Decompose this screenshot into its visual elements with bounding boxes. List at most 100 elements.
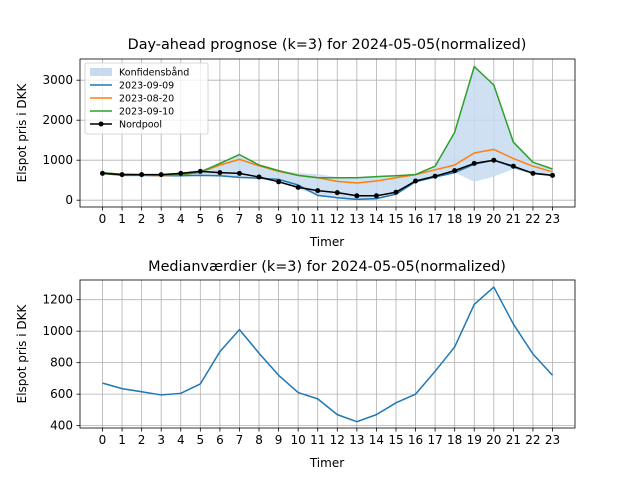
median-series-median bbox=[102, 286, 554, 423]
forecast-xtick-label: 10 bbox=[291, 212, 306, 226]
forecast-ytick-label: 3000 bbox=[42, 73, 73, 87]
forecast-xtick-label: 8 bbox=[255, 212, 263, 226]
forecast-xtick-label: 21 bbox=[506, 212, 521, 226]
median-xtick-label: 1 bbox=[118, 433, 126, 447]
median-xtick-label: 3 bbox=[157, 433, 165, 447]
median-xtick-label: 7 bbox=[236, 433, 244, 447]
forecast-xtick-label: 22 bbox=[525, 212, 540, 226]
median-ytick-label: 400 bbox=[50, 419, 73, 433]
forecast-chart-title: Day-ahead prognose (k=3) for 2024-05-05(… bbox=[128, 37, 527, 53]
forecast-point-nordpool bbox=[354, 193, 360, 199]
forecast-point-nordpool bbox=[491, 157, 497, 163]
forecast-series-nordpool bbox=[102, 159, 553, 197]
forecast-point-nordpool bbox=[530, 170, 536, 176]
median-chart-xlabel: Timer bbox=[309, 456, 344, 470]
median-xtick-label: 21 bbox=[506, 433, 521, 447]
legend-label: 2023-08-20 bbox=[119, 94, 174, 105]
forecast-point-nordpool bbox=[393, 189, 399, 195]
legend-box bbox=[84, 62, 209, 135]
forecast-point-nordpool bbox=[119, 172, 125, 178]
forecast-xtick-label: 6 bbox=[216, 212, 224, 226]
forecast-point-nordpool bbox=[100, 170, 105, 176]
forecast-chart: Day-ahead prognose (k=3) for 2024-05-05(… bbox=[15, 37, 576, 249]
forecast-point-nordpool bbox=[471, 160, 477, 166]
median-xtick-label: 16 bbox=[408, 433, 423, 447]
median-xtick-label: 17 bbox=[427, 433, 442, 447]
forecast-xtick-label: 7 bbox=[236, 212, 244, 226]
forecast-point-nordpool bbox=[452, 168, 458, 174]
legend-swatch-marker bbox=[98, 121, 104, 127]
forecast-point-nordpool bbox=[295, 184, 301, 190]
median-plot-frame bbox=[79, 279, 576, 429]
forecast-xtick-label: 23 bbox=[545, 212, 560, 226]
median-xtick-label: 18 bbox=[447, 433, 462, 447]
forecast-point-nordpool bbox=[217, 170, 223, 176]
median-xtick-label: 8 bbox=[255, 433, 263, 447]
forecast-xtick-label: 19 bbox=[467, 212, 482, 226]
forecast-legend: Konfidensbånd 2023-09-09 2023-08-20 2023-09… bbox=[84, 62, 209, 135]
forecast-xtick-label: 9 bbox=[275, 212, 283, 226]
forecast-ytick-label: 1000 bbox=[42, 153, 73, 167]
forecast-xtick-label: 11 bbox=[310, 212, 325, 226]
forecast-point-nordpool bbox=[158, 172, 164, 178]
forecast-ytick-label: 0 bbox=[65, 193, 73, 207]
forecast-point-nordpool bbox=[432, 173, 438, 179]
forecast-xtick-label: 20 bbox=[486, 212, 501, 226]
forecast-point-nordpool bbox=[197, 168, 203, 174]
legend-label: 2023-09-09 bbox=[119, 81, 174, 92]
forecast-point-nordpool bbox=[315, 188, 321, 194]
median-xtick-label: 14 bbox=[369, 433, 384, 447]
forecast-xtick-label: 4 bbox=[177, 212, 185, 226]
forecast-xtick-label: 12 bbox=[330, 212, 345, 226]
median-xtick-label: 2 bbox=[138, 433, 146, 447]
forecast-series-2023-09-10 bbox=[102, 65, 553, 179]
median-xtick-label: 15 bbox=[388, 433, 403, 447]
forecast-point-nordpool bbox=[236, 170, 242, 176]
median-xtick-label: 13 bbox=[349, 433, 364, 447]
median-xtick-label: 0 bbox=[99, 433, 107, 447]
legend-label: Konfidensbånd bbox=[119, 68, 189, 79]
legend-swatch bbox=[90, 68, 112, 76]
forecast-chart-ylabel: Elspot pris i DKK bbox=[15, 83, 29, 183]
median-xtick-label: 12 bbox=[330, 433, 345, 447]
legend-label: 2023-09-10 bbox=[119, 107, 174, 118]
forecast-ytick-label: 2000 bbox=[42, 113, 73, 127]
forecast-plot-frame bbox=[79, 58, 576, 208]
median-ytick-label: 800 bbox=[50, 356, 73, 370]
forecast-xtick-label: 15 bbox=[388, 212, 403, 226]
median-xtick-label: 10 bbox=[291, 433, 306, 447]
forecast-xtick-label: 17 bbox=[427, 212, 442, 226]
forecast-xtick-label: 2 bbox=[138, 212, 146, 226]
forecast-point-nordpool bbox=[139, 172, 145, 178]
median-xtick-label: 23 bbox=[545, 433, 560, 447]
forecast-point-nordpool bbox=[510, 163, 516, 169]
forecast-xtick-label: 3 bbox=[157, 212, 165, 226]
forecast-point-nordpool bbox=[373, 193, 379, 199]
legend-label: Nordpool bbox=[119, 120, 162, 131]
median-xtick-label: 5 bbox=[197, 433, 205, 447]
forecast-point-nordpool bbox=[256, 174, 262, 180]
median-xtick-label: 11 bbox=[310, 433, 325, 447]
forecast-point-nordpool bbox=[334, 190, 340, 196]
forecast-point-nordpool bbox=[550, 172, 555, 178]
median-xtick-label: 6 bbox=[216, 433, 224, 447]
forecast-xtick-label: 18 bbox=[447, 212, 462, 226]
forecast-point-nordpool bbox=[178, 170, 184, 176]
median-ytick-label: 1000 bbox=[42, 324, 73, 338]
median-xtick-label: 9 bbox=[275, 433, 283, 447]
forecast-xtick-label: 5 bbox=[197, 212, 205, 226]
median-ytick-label: 600 bbox=[50, 387, 73, 401]
forecast-point-nordpool bbox=[276, 179, 282, 185]
median-ytick-label: 1200 bbox=[42, 293, 73, 307]
median-xtick-label: 19 bbox=[467, 433, 482, 447]
median-chart-title: Medianværdier (k=3) for 2024-05-05(norma… bbox=[148, 259, 506, 275]
forecast-xtick-label: 16 bbox=[408, 212, 423, 226]
median-xtick-label: 4 bbox=[177, 433, 185, 447]
forecast-xtick-label: 14 bbox=[369, 212, 384, 226]
median-xtick-label: 22 bbox=[525, 433, 540, 447]
median-chart: Medianværdier (k=3) for 2024-05-05(norma… bbox=[15, 259, 576, 470]
forecast-xtick-label: 1 bbox=[118, 212, 126, 226]
median-xtick-label: 20 bbox=[486, 433, 501, 447]
forecast-point-nordpool bbox=[413, 178, 419, 184]
